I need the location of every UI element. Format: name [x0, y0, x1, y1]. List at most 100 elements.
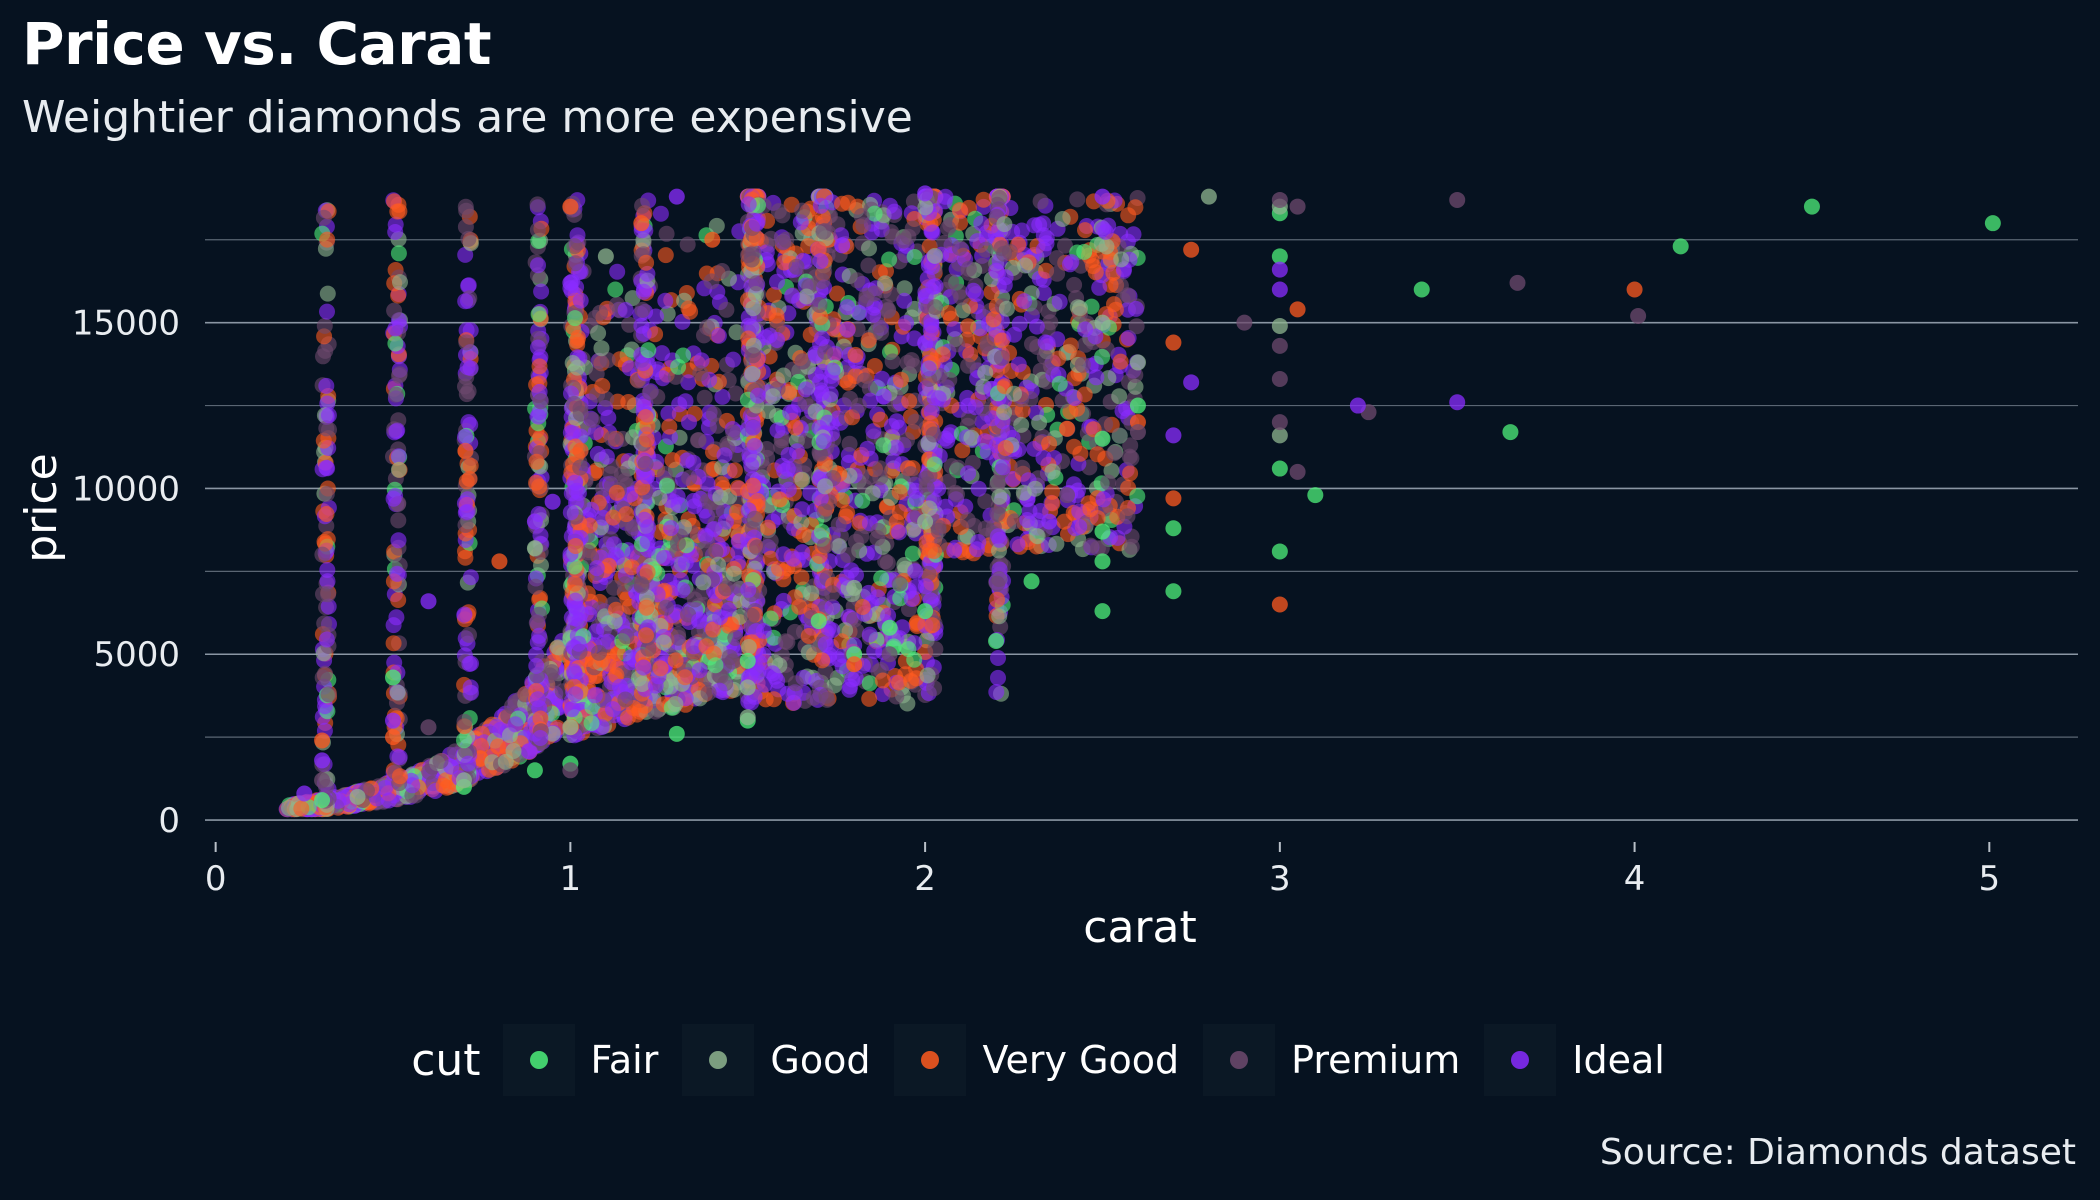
data-point — [635, 355, 652, 372]
data-point — [977, 364, 994, 381]
data-point — [531, 478, 548, 495]
data-point — [746, 438, 763, 454]
data-point — [803, 585, 820, 602]
data-point — [764, 665, 781, 682]
data-point — [1072, 300, 1088, 317]
data-point — [1006, 385, 1022, 402]
data-point — [814, 652, 831, 669]
data-point — [903, 672, 919, 689]
data-point — [318, 459, 335, 476]
data-point — [1094, 348, 1111, 365]
data-point — [670, 629, 687, 646]
data-point — [1127, 378, 1144, 395]
data-point — [872, 460, 889, 477]
data-point — [926, 247, 943, 264]
data-point — [618, 506, 635, 523]
data-point — [602, 465, 619, 482]
data-point — [1119, 508, 1136, 525]
data-point — [951, 202, 968, 219]
data-point — [749, 539, 766, 556]
data-point — [620, 394, 637, 410]
data-point — [461, 470, 478, 487]
data-point — [993, 332, 1010, 349]
data-point — [904, 545, 921, 562]
data-point — [696, 389, 713, 406]
data-point — [726, 462, 743, 479]
data-point — [988, 684, 1005, 700]
data-point — [946, 542, 963, 559]
data-point — [829, 285, 845, 302]
data-point — [710, 327, 727, 344]
data-point — [320, 407, 337, 424]
data-point — [856, 372, 873, 389]
data-point — [843, 562, 860, 579]
data-point — [755, 623, 772, 639]
data-point — [316, 615, 333, 632]
data-point — [567, 686, 584, 703]
data-point — [593, 340, 610, 357]
data-point — [770, 203, 787, 220]
data-point — [679, 236, 696, 253]
data-point — [662, 678, 679, 695]
data-point — [764, 388, 781, 405]
data-point — [692, 365, 709, 382]
data-point — [1031, 216, 1048, 233]
data-point — [652, 205, 669, 222]
data-point — [319, 303, 335, 320]
data-point — [456, 713, 473, 730]
data-point — [639, 468, 656, 485]
data-point — [877, 275, 893, 292]
data-point — [1072, 445, 1089, 462]
data-point — [685, 638, 702, 655]
data-point — [1013, 416, 1030, 433]
data-point — [1002, 200, 1019, 216]
data-point — [640, 342, 657, 359]
data-point — [880, 607, 897, 624]
data-point — [718, 580, 734, 597]
data-point — [698, 638, 715, 655]
data-point — [617, 576, 634, 593]
data-point — [389, 684, 406, 701]
data-point — [1054, 211, 1071, 227]
data-point — [657, 292, 674, 309]
data-point — [1076, 386, 1093, 403]
data-point — [624, 520, 641, 537]
data-point — [319, 562, 336, 578]
data-point — [883, 418, 900, 435]
data-point — [1056, 513, 1073, 530]
data-point — [717, 513, 734, 530]
data-point — [1095, 491, 1112, 508]
data-point — [853, 208, 870, 225]
data-point — [779, 634, 796, 651]
data-point — [1014, 459, 1031, 476]
data-point — [457, 549, 474, 566]
data-point — [623, 559, 640, 576]
data-point — [1085, 258, 1102, 275]
data-point — [887, 439, 904, 456]
data-point — [387, 320, 404, 337]
data-point — [765, 286, 782, 303]
data-point — [778, 231, 795, 248]
data-point — [634, 676, 651, 692]
data-point — [900, 228, 917, 245]
data-point — [387, 335, 404, 352]
data-point — [389, 203, 406, 220]
chart-subtitle: Weightier diamonds are more expensive — [22, 92, 913, 143]
data-point — [824, 585, 841, 602]
data-point — [892, 371, 909, 388]
data-point — [317, 665, 333, 682]
data-point — [677, 669, 694, 686]
data-point — [960, 260, 977, 277]
data-point — [318, 506, 335, 522]
data-point — [392, 768, 408, 785]
data-point — [847, 533, 864, 550]
data-point — [983, 284, 1000, 301]
data-point — [607, 281, 624, 298]
data-point — [725, 351, 742, 368]
data-point — [840, 194, 856, 211]
data-point — [850, 397, 867, 414]
data-point — [696, 327, 712, 344]
data-point — [762, 610, 779, 627]
data-point — [990, 669, 1006, 686]
data-point — [791, 598, 808, 615]
